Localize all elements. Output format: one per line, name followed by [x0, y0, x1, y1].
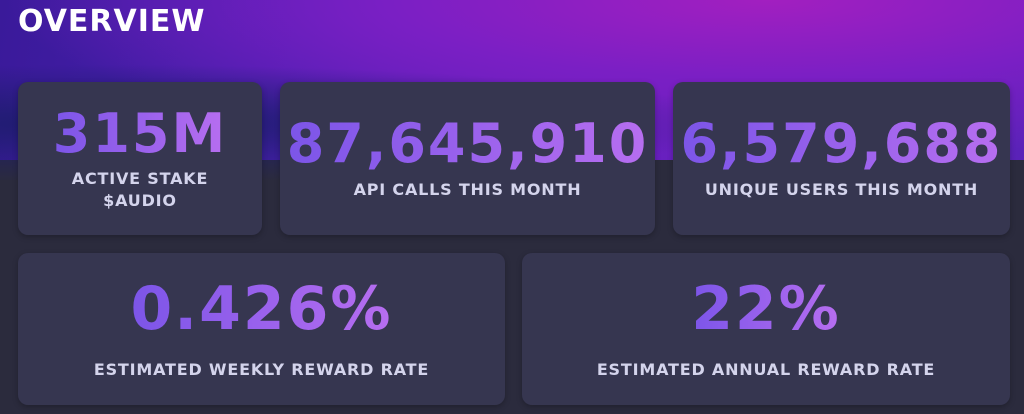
stat-card: 315M ACTIVE STAKE $AUDIO: [18, 82, 262, 235]
stat-label: ESTIMATED ANNUAL REWARD RATE: [596, 359, 936, 379]
stat-label: UNIQUE USERS THIS MONTH: [704, 180, 979, 200]
stat-value: 315M: [52, 101, 228, 165]
stat-label: ACTIVE STAKE $AUDIO: [71, 169, 209, 210]
stat-value: 87,645,910: [286, 112, 649, 176]
stat-card: 6,579,688 UNIQUE USERS THIS MONTH: [673, 82, 1010, 235]
stat-value: 22%: [691, 273, 841, 344]
stat-value: 6,579,688: [680, 112, 1003, 176]
stat-label: API CALLS THIS MONTH: [353, 180, 582, 200]
stat-card: 22% ESTIMATED ANNUAL REWARD RATE: [522, 253, 1010, 405]
stat-label: ESTIMATED WEEKLY REWARD RATE: [93, 359, 430, 379]
stat-value: 0.426%: [130, 273, 393, 344]
page-title: OVERVIEW: [18, 4, 206, 39]
stat-card: 0.426% ESTIMATED WEEKLY REWARD RATE: [18, 253, 505, 405]
stat-card: 87,645,910 API CALLS THIS MONTH: [280, 82, 655, 235]
